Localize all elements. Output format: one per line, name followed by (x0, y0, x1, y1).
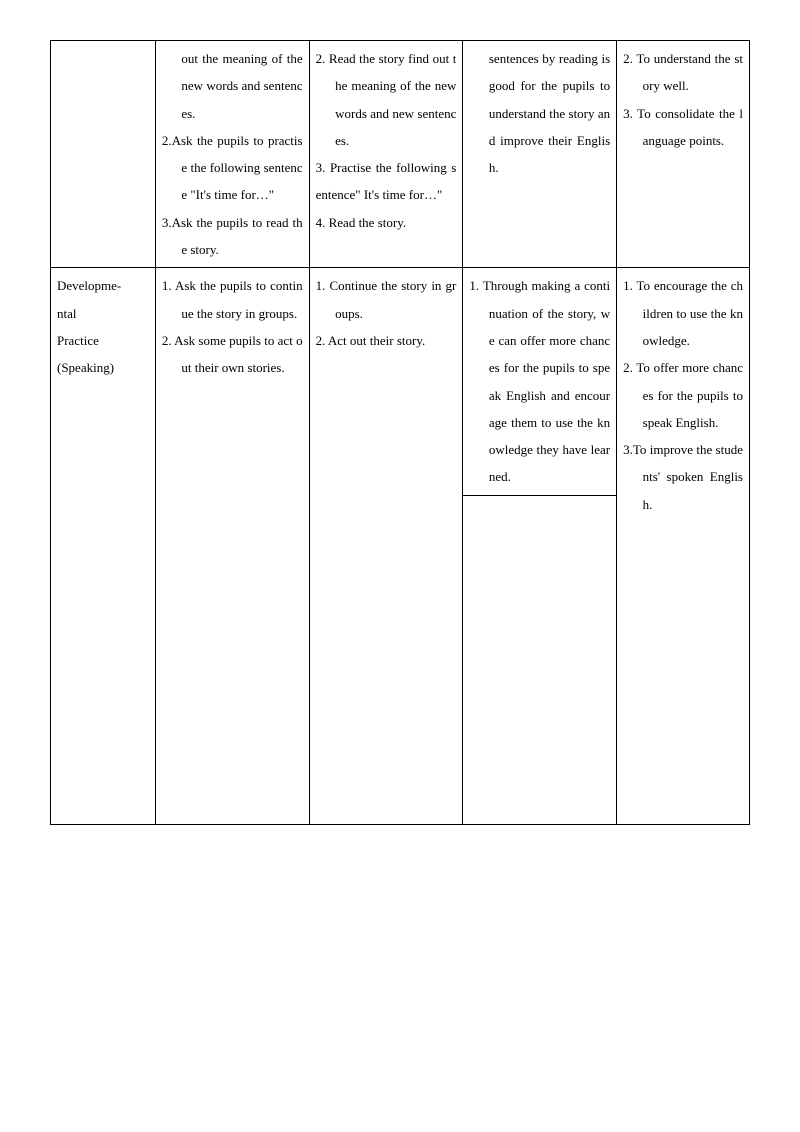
cell-purpose: 1. To encourage the children to use the … (617, 268, 750, 824)
cell-stage: Developme- ntal Practice (Speaking) (51, 268, 156, 824)
cell-student-activity: 2. Read the story find out the meaning o… (309, 41, 463, 268)
cell-student-activity: 1. Continue the story in groups. 2. Act … (309, 268, 463, 824)
list-item: 1. Through making a continuation of the … (469, 272, 610, 490)
list-item: sentences by reading is good for the pup… (469, 45, 610, 181)
list-item: 3.Ask the pupils to read the story. (162, 209, 303, 264)
table-row: Developme- ntal Practice (Speaking) 1. A… (51, 268, 750, 495)
cell-rationale: sentences by reading is good for the pup… (463, 41, 617, 268)
list-item: 3. Practise the following sentence" It's… (316, 154, 457, 209)
stage-line: ntal (57, 300, 149, 327)
list-item: 2. To offer more chances for the pupils … (623, 354, 743, 436)
list-item: 1. Continue the story in groups. (316, 272, 457, 327)
stage-line: Practice (57, 327, 149, 354)
cell-rationale: 1. Through making a continuation of the … (463, 268, 617, 495)
list-item: 2. Read the story find out the meaning o… (316, 45, 457, 154)
stage-line: (Speaking) (57, 354, 149, 381)
list-item: 3.To improve the students' spoken Englis… (623, 436, 743, 518)
lesson-plan-table: out the meaning of the new words and sen… (50, 40, 750, 825)
cell-purpose: 2. To understand the story well. 3. To c… (617, 41, 750, 268)
cell-teacher-activity: out the meaning of the new words and sen… (155, 41, 309, 268)
list-item: 2.Ask the pupils to practise the followi… (162, 127, 303, 209)
list-item: 2. Ask some pupils to act out their own … (162, 327, 303, 382)
list-item: 1. Ask the pupils to continue the story … (162, 272, 303, 327)
table-row: out the meaning of the new words and sen… (51, 41, 750, 268)
cell-teacher-activity: 1. Ask the pupils to continue the story … (155, 268, 309, 824)
stage-line: Developme- (57, 272, 149, 299)
list-item: 4. Read the story. (316, 209, 457, 236)
list-item: 3. To consolidate the language points. (623, 100, 743, 155)
list-item: 2. Act out their story. (316, 327, 457, 354)
list-item: out the meaning of the new words and sen… (162, 45, 303, 127)
cell-stage (51, 41, 156, 268)
cell-rationale-empty (463, 495, 617, 824)
list-item: 1. To encourage the children to use the … (623, 272, 743, 354)
list-item: 2. To understand the story well. (623, 45, 743, 100)
